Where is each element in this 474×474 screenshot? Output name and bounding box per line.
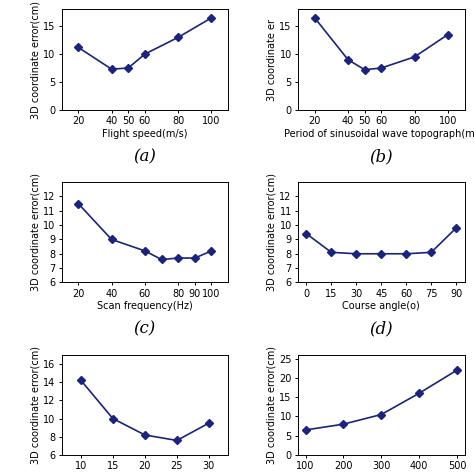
Y-axis label: 3D coordinate error(cm): 3D coordinate error(cm) [30,0,40,118]
Text: (a): (a) [133,148,156,165]
Text: (c): (c) [134,320,156,337]
Y-axis label: 3D coordinate error(cm): 3D coordinate error(cm) [30,173,40,291]
Y-axis label: 3D coordinate error(cm): 3D coordinate error(cm) [30,346,40,464]
Y-axis label: 3D coordinate error(cm): 3D coordinate error(cm) [267,173,277,291]
X-axis label: Scan frequency(Hz): Scan frequency(Hz) [97,301,193,311]
X-axis label: Course angle(o): Course angle(o) [342,301,420,311]
Y-axis label: 3D coordinate er: 3D coordinate er [267,18,277,100]
Text: (d): (d) [369,320,393,337]
Text: (b): (b) [369,148,393,165]
X-axis label: Flight speed(m/s): Flight speed(m/s) [102,129,188,139]
Y-axis label: 3D coordinate error(cm): 3D coordinate error(cm) [266,346,276,464]
X-axis label: Period of sinusoidal wave topograph(m): Period of sinusoidal wave topograph(m) [284,129,474,139]
